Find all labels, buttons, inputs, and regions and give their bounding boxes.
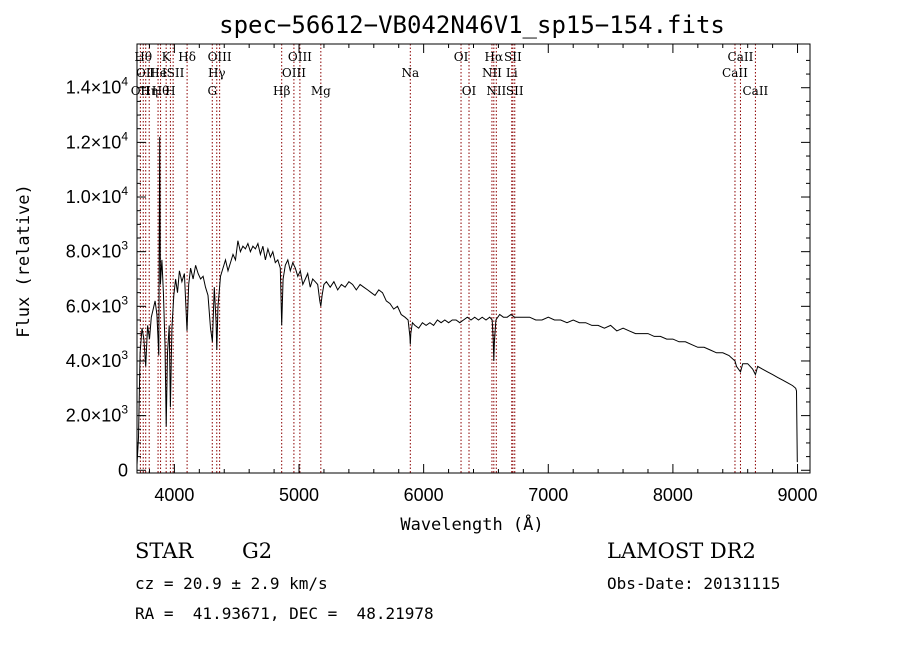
line-label-12: OIII	[208, 50, 232, 64]
line-label-13: Hβ	[273, 84, 290, 98]
line-label-23: Li	[506, 66, 518, 80]
line-label-7: H	[165, 84, 175, 98]
y-tick-label: 1.4×104	[66, 75, 129, 98]
x-tick-label: 5000	[279, 485, 319, 505]
y-axis-label: Flux (relative)	[14, 184, 34, 338]
line-label-2: OII	[136, 66, 156, 80]
line-label-11: Hγ	[208, 66, 226, 80]
spectral-line-labels: OIIHθOIIHηHeHθKHISIIHδGHγOIIIHβOIIIOIIIM…	[131, 50, 769, 98]
x-tick-label: 8000	[653, 485, 693, 505]
spectrum-line	[136, 136, 798, 465]
spectral-subclass: G2	[242, 539, 273, 563]
observation-date: Obs-Date: 20131115	[607, 574, 781, 593]
line-label-28: CaII	[742, 84, 768, 98]
line-label-5: Hθ	[152, 84, 170, 98]
line-label-24: SII	[504, 50, 522, 64]
redshift-velocity: cz = 20.9 ± 2.9 km/s	[135, 574, 328, 593]
x-tick-label: 6000	[404, 485, 444, 505]
line-label-9: Hδ	[178, 50, 196, 64]
y-tick-label: 1.2×104	[66, 129, 129, 152]
line-label-22: NII	[486, 84, 506, 98]
plot-frame	[136, 43, 811, 474]
line-label-19: OI	[462, 84, 477, 98]
spectral-line-markers	[139, 44, 756, 473]
x-axis: 4000 5000 6000 7000 8000 9000	[148, 44, 818, 505]
x-tick-label: 4000	[154, 485, 194, 505]
y-tick-label: 0	[118, 460, 128, 480]
line-label-8: ISII	[162, 66, 185, 80]
line-label-18: OI	[454, 50, 469, 64]
line-label-20: NII	[482, 66, 502, 80]
x-tick-label: 7000	[528, 485, 568, 505]
line-label-21: Hα	[485, 50, 504, 64]
y-tick-label: 2.0×103	[66, 403, 129, 426]
y-tick-label: 4.0×103	[66, 348, 129, 371]
line-label-27: CaII	[728, 50, 754, 64]
object-class: STAR	[135, 539, 194, 563]
x-tick-label: 9000	[778, 485, 818, 505]
line-label-4: He	[149, 66, 167, 80]
y-tick-label: 6.0×103	[66, 293, 129, 316]
line-label-17: Na	[401, 66, 419, 80]
x-axis-label: Wavelength (Å)	[400, 513, 543, 535]
chart-title: spec−56612−VB042N46V1_sp15−154.fits	[219, 11, 725, 39]
y-axis: 0 2.0×103 4.0×103 6.0×103 8.0×103 1.0×104 1.2×…	[66, 59, 810, 480]
survey-name: LAMOST DR2	[607, 539, 756, 563]
line-label-25: SII	[506, 84, 524, 98]
y-tick-label: 8.0×103	[66, 239, 129, 262]
line-label-14: OIII	[282, 66, 306, 80]
line-label-26: CaII	[722, 66, 748, 80]
line-label-15: OIII	[288, 50, 312, 64]
line-label-10: G	[207, 84, 217, 98]
coordinates: RA = 41.93671, DEC = 48.21978	[135, 604, 434, 623]
y-tick-label: 1.0×104	[66, 184, 129, 207]
line-label-6: K	[162, 50, 172, 64]
line-label-16: Mg	[311, 84, 331, 98]
